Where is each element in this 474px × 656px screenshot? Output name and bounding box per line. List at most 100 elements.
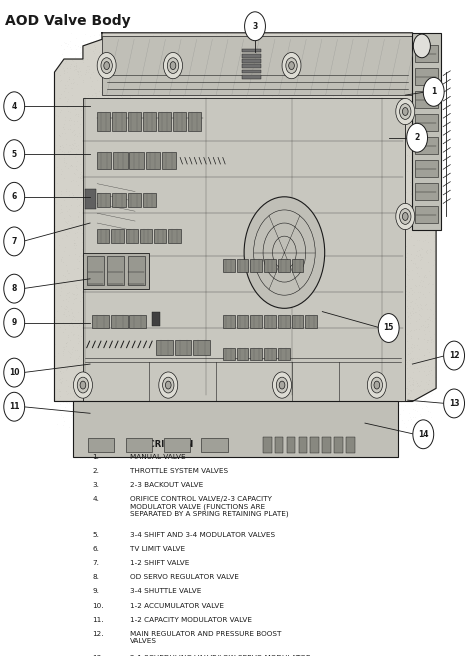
Point bbox=[251, 401, 259, 412]
Point bbox=[155, 328, 162, 338]
Point bbox=[75, 320, 83, 331]
Point bbox=[128, 152, 136, 163]
Point bbox=[263, 207, 271, 218]
Point bbox=[336, 366, 343, 377]
Point bbox=[234, 314, 241, 325]
Point bbox=[175, 368, 183, 379]
Point bbox=[143, 412, 150, 422]
Point bbox=[195, 302, 203, 313]
Point bbox=[84, 115, 92, 126]
Point bbox=[95, 184, 103, 195]
Point bbox=[263, 194, 271, 205]
Point bbox=[142, 388, 149, 399]
Point bbox=[107, 318, 114, 328]
Point bbox=[385, 345, 392, 356]
Point bbox=[428, 316, 436, 326]
Point bbox=[363, 400, 371, 410]
Point bbox=[103, 57, 111, 68]
Point bbox=[339, 354, 347, 364]
Point bbox=[197, 55, 205, 66]
Point bbox=[90, 328, 97, 338]
Point bbox=[166, 199, 173, 209]
Point bbox=[51, 394, 58, 404]
Point bbox=[268, 318, 276, 328]
Point bbox=[109, 326, 117, 337]
Point bbox=[164, 358, 172, 369]
Point bbox=[115, 106, 122, 117]
Point bbox=[235, 259, 242, 270]
Point bbox=[115, 274, 123, 284]
Point bbox=[237, 110, 245, 120]
Point bbox=[398, 298, 405, 308]
Point bbox=[351, 301, 358, 312]
Point bbox=[183, 384, 191, 394]
Point bbox=[137, 89, 144, 100]
Point bbox=[375, 167, 383, 178]
Point bbox=[132, 108, 140, 119]
Point bbox=[64, 87, 72, 97]
Point bbox=[87, 388, 94, 399]
Point bbox=[396, 72, 403, 83]
Point bbox=[329, 297, 337, 308]
Point bbox=[76, 159, 83, 169]
Point bbox=[162, 33, 169, 43]
Point bbox=[181, 276, 189, 287]
Point bbox=[115, 100, 123, 111]
Point bbox=[220, 256, 228, 267]
Point bbox=[135, 401, 143, 411]
Point bbox=[200, 337, 207, 348]
Point bbox=[236, 312, 244, 323]
Point bbox=[365, 49, 372, 59]
Point bbox=[333, 283, 340, 294]
Text: 1-2 CAPACITY MODULATOR VALVE: 1-2 CAPACITY MODULATOR VALVE bbox=[130, 617, 252, 623]
Point bbox=[281, 58, 288, 69]
Point bbox=[146, 361, 154, 372]
Point bbox=[313, 155, 321, 166]
Point bbox=[148, 389, 155, 400]
Point bbox=[287, 162, 294, 173]
Point bbox=[384, 184, 392, 195]
Point bbox=[273, 253, 281, 263]
Point bbox=[392, 110, 399, 121]
Point bbox=[353, 100, 361, 110]
Point bbox=[284, 350, 292, 360]
Point bbox=[415, 270, 422, 281]
Point bbox=[147, 396, 155, 407]
Point bbox=[240, 365, 248, 375]
Point bbox=[312, 99, 319, 110]
Point bbox=[279, 49, 286, 60]
Point bbox=[129, 356, 137, 366]
Point bbox=[70, 130, 78, 140]
Point bbox=[389, 260, 397, 270]
Point bbox=[107, 218, 114, 228]
Point bbox=[115, 309, 123, 319]
Point bbox=[372, 375, 380, 386]
Point bbox=[396, 283, 403, 293]
Point bbox=[338, 172, 346, 182]
Point bbox=[122, 293, 130, 304]
Point bbox=[179, 35, 187, 46]
Point bbox=[327, 269, 334, 279]
Point bbox=[277, 390, 285, 400]
Text: 4.: 4. bbox=[92, 496, 100, 502]
Point bbox=[212, 203, 220, 213]
Point bbox=[254, 110, 261, 120]
Point bbox=[399, 272, 407, 282]
Point bbox=[376, 275, 384, 285]
Point bbox=[178, 369, 186, 380]
Point bbox=[274, 327, 282, 337]
Point bbox=[182, 119, 190, 129]
Point bbox=[413, 185, 421, 195]
Point bbox=[246, 79, 254, 89]
Point bbox=[393, 268, 401, 279]
Point bbox=[263, 62, 271, 73]
Point bbox=[312, 82, 319, 92]
Point bbox=[363, 131, 371, 141]
Point bbox=[295, 90, 302, 100]
Point bbox=[217, 100, 224, 110]
Point bbox=[406, 186, 414, 196]
Point bbox=[147, 207, 155, 217]
Point bbox=[314, 316, 322, 326]
Point bbox=[305, 253, 312, 264]
Point bbox=[407, 197, 414, 207]
